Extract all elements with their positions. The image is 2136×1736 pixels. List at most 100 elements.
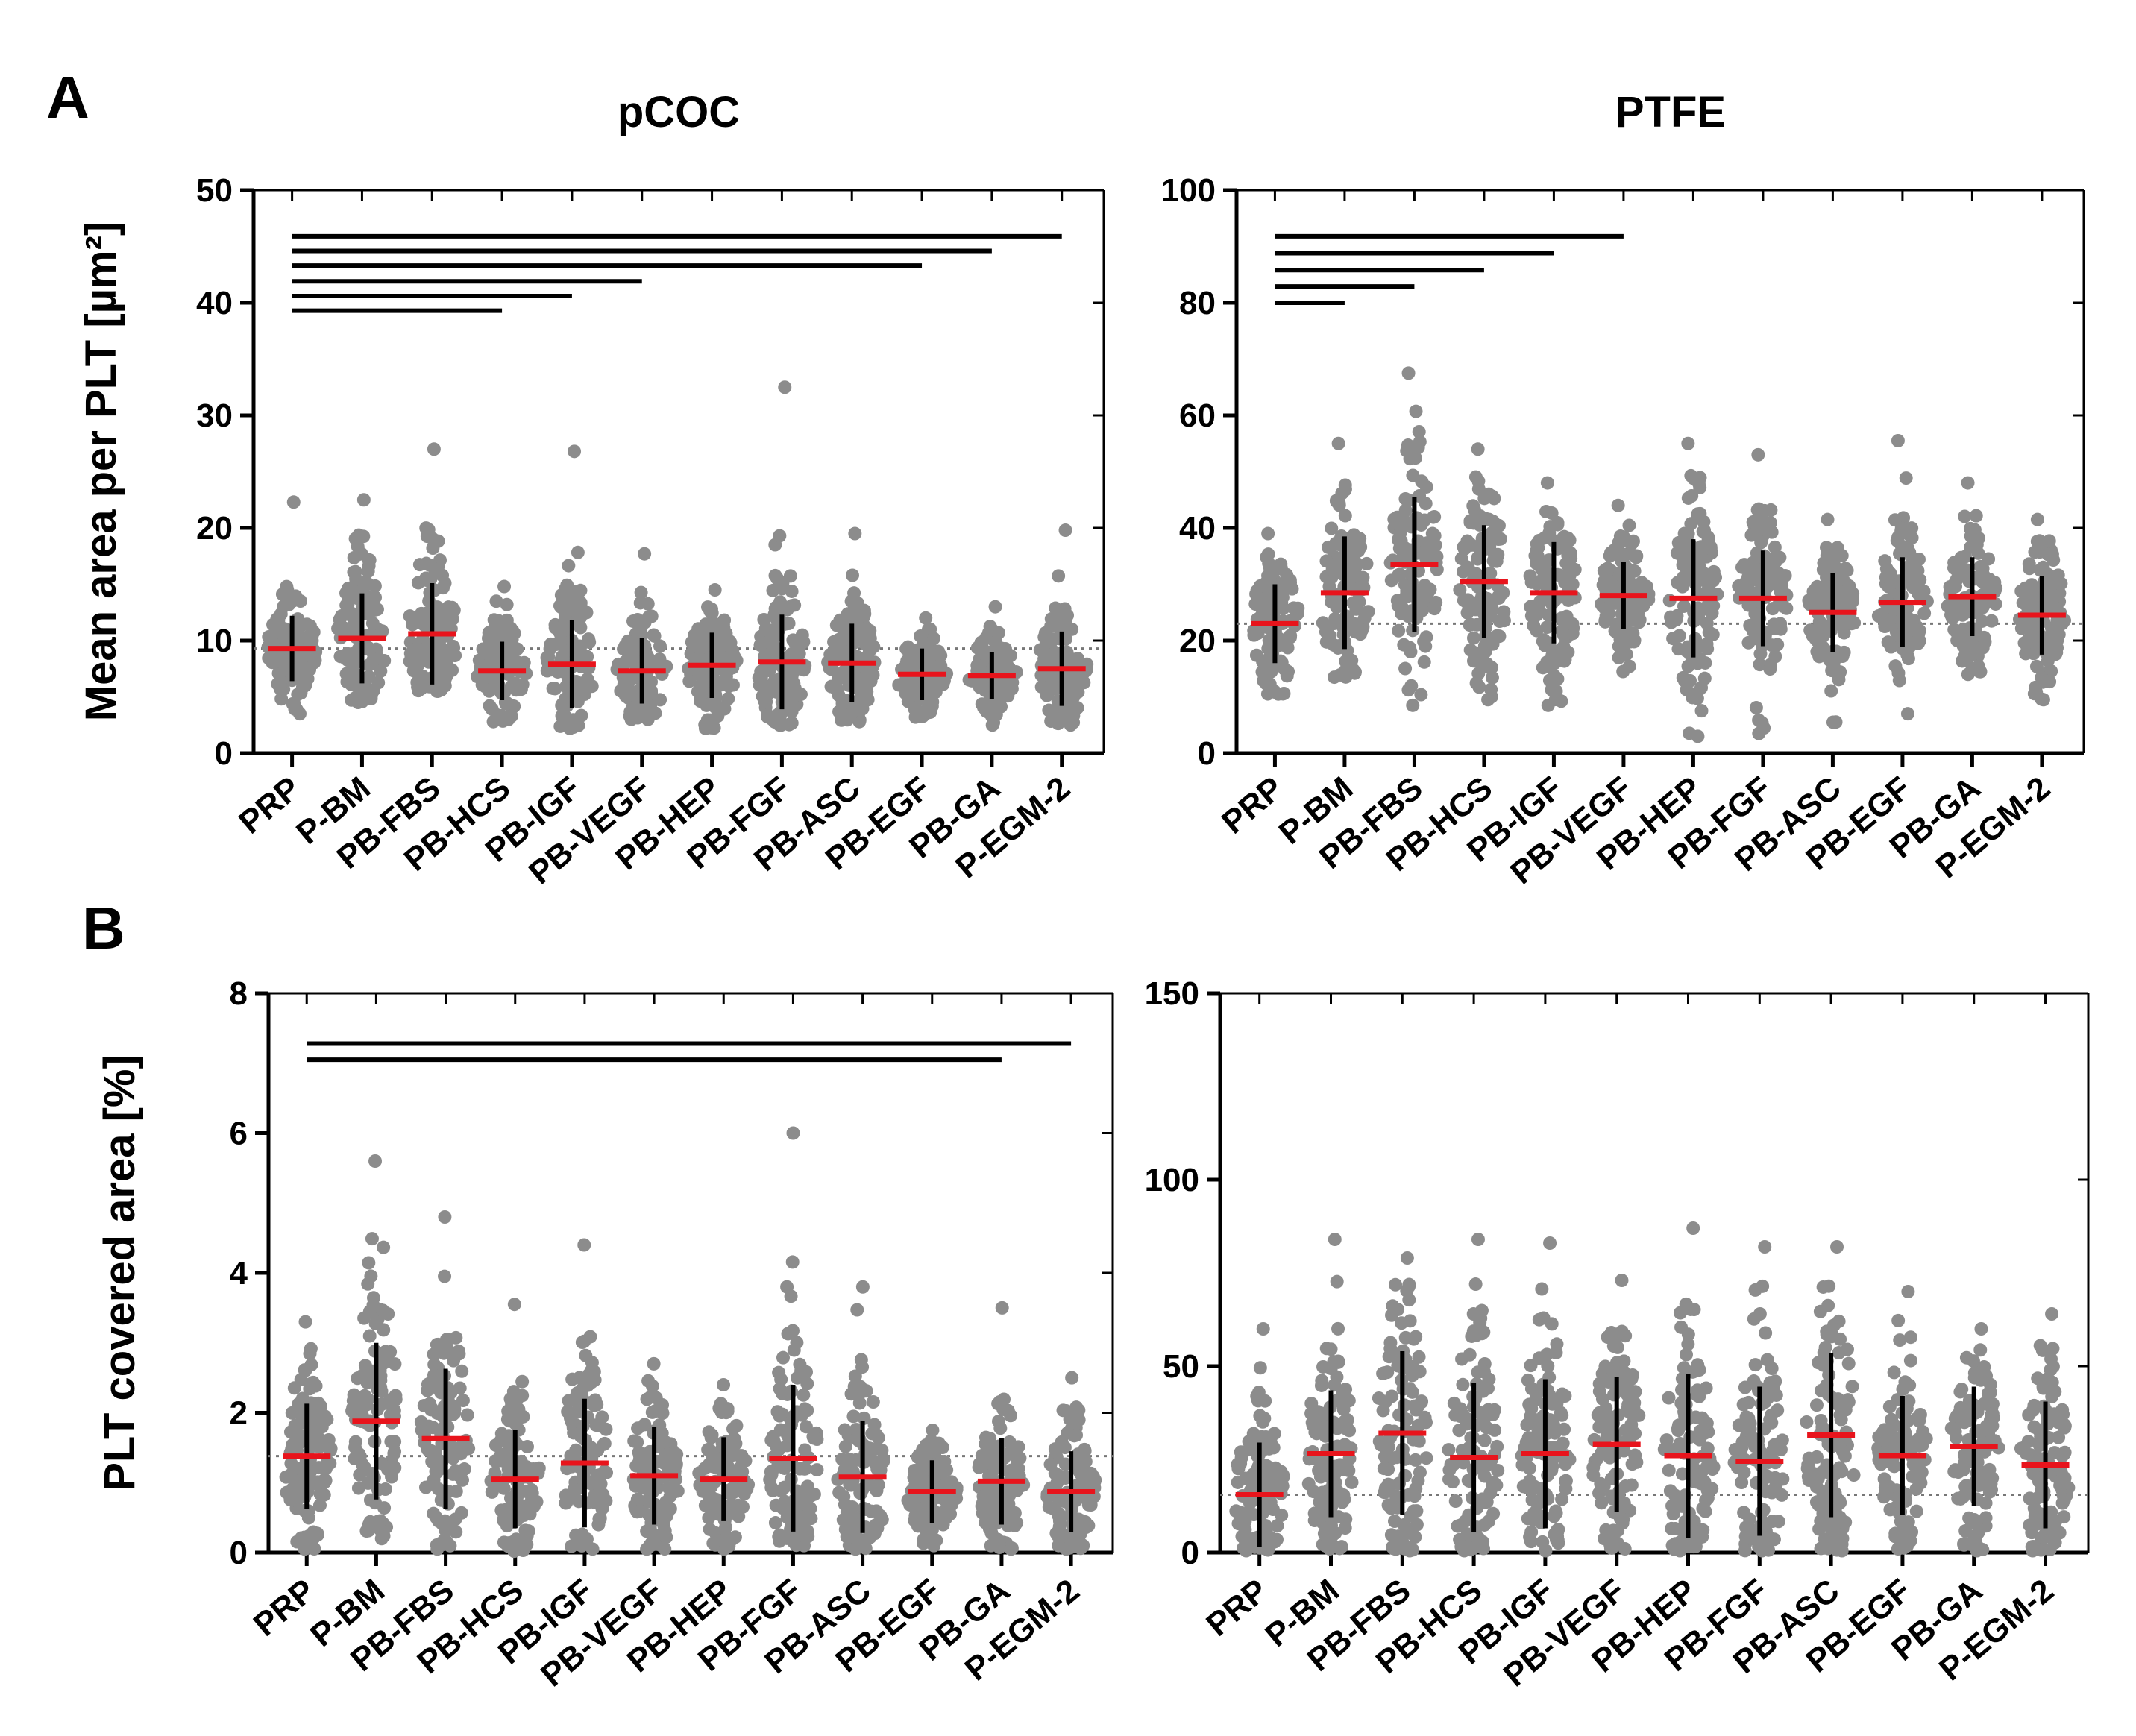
data-point — [1988, 597, 2002, 611]
data-point — [426, 541, 440, 555]
data-point — [870, 1441, 885, 1455]
data-point — [1401, 582, 1415, 597]
data-point — [1626, 599, 1640, 613]
data-point — [1754, 535, 1768, 550]
data-point — [1482, 1372, 1496, 1386]
data-point — [861, 637, 875, 651]
data-point — [1045, 704, 1059, 718]
data-point — [449, 1484, 463, 1498]
a-ptfe-ytick-label: 80 — [1179, 285, 1216, 321]
data-point — [1891, 433, 1905, 447]
data-point — [497, 579, 512, 594]
data-point — [1531, 1424, 1545, 1438]
data-point — [1052, 569, 1066, 583]
data-point — [588, 1393, 603, 1407]
data-point — [909, 1514, 923, 1528]
data-point — [376, 1303, 390, 1318]
data-point — [1520, 1418, 1534, 1432]
data-point — [323, 1456, 337, 1471]
data-point — [653, 652, 667, 666]
data-point — [1477, 1433, 1492, 1447]
data-point — [422, 1398, 436, 1412]
data-point — [1821, 512, 1835, 526]
data-point — [1328, 1378, 1342, 1392]
data-point — [1551, 1529, 1565, 1544]
data-point — [1701, 530, 1715, 544]
data-point — [558, 614, 572, 628]
data-point — [377, 1240, 391, 1254]
data-point — [769, 708, 783, 723]
data-point — [1455, 1352, 1469, 1366]
data-point — [571, 718, 585, 732]
data-point — [901, 640, 915, 654]
data-point — [1354, 540, 1368, 554]
data-point — [1442, 1443, 1456, 1457]
data-point — [414, 1415, 428, 1429]
data-point — [1397, 638, 1411, 652]
data-point — [408, 642, 422, 656]
a-pcoc-points-prp — [261, 495, 323, 721]
data-point — [1070, 652, 1084, 666]
data-point — [438, 1269, 452, 1283]
data-point — [795, 1408, 809, 1422]
data-point — [1978, 635, 1992, 649]
data-point — [1954, 550, 1968, 564]
data-point — [1403, 1382, 1417, 1396]
data-point — [1416, 594, 1430, 608]
data-point — [788, 598, 802, 612]
data-point — [1463, 643, 1477, 657]
data-point — [1622, 518, 1636, 532]
data-point — [1407, 1399, 1422, 1413]
b-pcoc-points-pb-ga — [972, 1301, 1031, 1556]
data-point — [446, 1467, 460, 1481]
data-point — [1893, 547, 1907, 561]
data-point — [431, 1382, 445, 1396]
data-point — [348, 1440, 362, 1454]
data-point — [1818, 619, 1832, 633]
data-point — [987, 1491, 1001, 1505]
data-point — [1246, 1427, 1260, 1441]
data-point — [991, 1397, 1005, 1411]
data-point — [846, 1409, 861, 1424]
data-point — [283, 1493, 298, 1507]
data-point — [785, 1255, 800, 1269]
data-point — [1881, 635, 1895, 650]
data-point — [764, 1480, 779, 1494]
data-point — [1407, 1504, 1421, 1518]
data-point — [1274, 561, 1288, 575]
data-point — [1328, 536, 1342, 550]
a-pcoc-points-pb-ga — [962, 600, 1023, 732]
data-point — [1463, 514, 1477, 528]
data-point — [1899, 471, 1913, 485]
data-point — [1959, 563, 1973, 577]
data-point — [1613, 529, 1627, 544]
data-point — [1378, 1395, 1392, 1409]
data-point — [427, 442, 441, 456]
data-point — [871, 1478, 885, 1492]
data-point — [418, 1480, 433, 1494]
data-point — [1522, 1461, 1536, 1475]
data-point — [656, 1435, 670, 1449]
data-point — [777, 1461, 791, 1475]
data-point — [1427, 509, 1442, 523]
data-point — [1633, 578, 1647, 592]
data-point — [460, 1408, 474, 1422]
a-pcoc-points-pb-igf — [540, 444, 599, 735]
data-point — [1392, 532, 1406, 546]
data-point — [1826, 550, 1840, 564]
data-point — [1555, 1492, 1569, 1506]
data-point — [1624, 628, 1638, 642]
data-point — [1628, 1427, 1642, 1441]
data-point — [366, 684, 380, 698]
data-point — [499, 620, 513, 634]
data-point — [1548, 1504, 1562, 1518]
data-point — [2017, 618, 2032, 632]
a-ptfe-title: PTFE — [1615, 88, 1726, 136]
data-point — [775, 582, 789, 596]
data-point — [1612, 1381, 1626, 1395]
data-point — [499, 696, 513, 711]
data-point — [1404, 1541, 1418, 1555]
data-point — [858, 1541, 873, 1556]
data-point — [1829, 715, 1843, 729]
